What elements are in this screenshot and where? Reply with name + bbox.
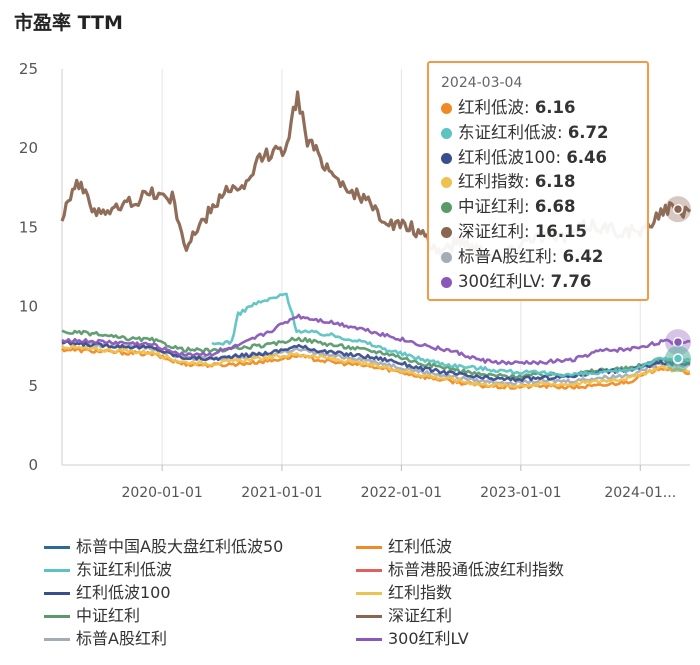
tooltip-series-value: 6.68 — [534, 197, 576, 217]
tooltip-date: 2024-03-04 — [441, 75, 523, 91]
tooltip-series-value: 7.76 — [550, 271, 592, 291]
tooltip-row: 标普A股红利: 6.42 — [441, 245, 647, 270]
x-tick-label: 2020-01-01 — [121, 485, 202, 501]
tooltip-series-name: 红利低波 — [458, 98, 524, 117]
hover-point — [672, 203, 684, 215]
legend-label: 标普A股红利 — [76, 629, 167, 648]
legend-swatch — [44, 569, 70, 572]
y-tick-label: 10 — [19, 298, 38, 316]
y-tick-label: 5 — [28, 377, 38, 395]
x-tick-label: 2022-01-01 — [361, 485, 442, 501]
legend-swatch — [356, 546, 382, 549]
x-tick-label: 2023-01-01 — [480, 485, 561, 501]
legend-swatch — [356, 592, 382, 595]
x-tick-label: 2021-01-01 — [241, 485, 322, 501]
hover-point — [672, 353, 684, 364]
legend-item[interactable]: 红利低波 — [356, 533, 452, 557]
series-line — [211, 292, 691, 378]
series-dot-icon — [441, 127, 452, 139]
legend-label: 东证红利低波 — [76, 560, 173, 579]
legend-swatch — [44, 638, 70, 641]
legend-label: 标普港股通低波红利指数 — [388, 560, 565, 579]
tooltip-series-name: 300红利LV — [458, 271, 540, 291]
legend-item[interactable]: 标普中国A股大盘红利低波50 — [44, 533, 283, 557]
legend-item[interactable]: 东证红利低波 — [44, 556, 172, 580]
tooltip-series-value: 6.16 — [534, 98, 576, 117]
tooltip-series-name: 东证红利低波 — [458, 122, 557, 142]
legend-item[interactable]: 300红利LV — [356, 625, 469, 649]
tooltip-series-value: 6.72 — [567, 122, 609, 142]
tooltip-series-name: 中证红利 — [458, 197, 524, 217]
legend-item[interactable]: 中证红利 — [44, 602, 140, 626]
legend-item[interactable]: 红利指数 — [356, 579, 452, 603]
tooltip-row: 中证红利: 6.68 — [441, 195, 647, 220]
tooltip-row: 300红利LV: 7.76 — [441, 270, 647, 295]
legend-swatch — [44, 592, 70, 595]
tooltip-row: 红利低波100: 6.46 — [441, 146, 647, 171]
tooltip-row: 深证红利: 16.15 — [441, 220, 647, 245]
tooltip-series-name: 红利指数 — [458, 172, 524, 192]
series-line — [61, 313, 691, 366]
y-tick-label: 15 — [19, 218, 38, 236]
series-dot-icon — [441, 276, 452, 288]
series-dot-icon — [441, 103, 452, 114]
chart-title: 市盈率 TTM — [14, 12, 123, 34]
tooltip-series-value: 16.15 — [534, 221, 588, 241]
y-tick-label: 20 — [19, 139, 38, 157]
tooltip-row: 红利低波: 6.16 — [441, 96, 647, 121]
y-tick-label: 0 — [28, 456, 38, 474]
tooltip-row: 东证红利低波: 6.72 — [441, 121, 647, 146]
legend-label: 标普中国A股大盘红利低波50 — [76, 537, 284, 556]
series-dot-icon — [441, 251, 452, 263]
legend-label: 中证红利 — [76, 606, 141, 625]
tooltip-series-value: 6.46 — [566, 147, 608, 167]
legend-item[interactable]: 标普港股通低波红利指数 — [356, 556, 564, 580]
legend-item[interactable]: 红利低波100 — [44, 579, 171, 603]
y-tick-label: 25 — [19, 60, 38, 78]
legend-label: 红利指数 — [388, 583, 453, 602]
legend-label: 红利低波 — [388, 537, 453, 556]
series-dot-icon — [441, 202, 452, 214]
legend-item[interactable]: 深证红利 — [356, 602, 452, 626]
legend-swatch — [44, 546, 70, 549]
series-lines — [60, 90, 692, 390]
series-dot-icon — [441, 226, 452, 238]
tooltip-series-value: 6.18 — [534, 172, 576, 192]
legend-label: 300红利LV — [388, 629, 469, 648]
tooltip-series-name: 红利低波100 — [458, 147, 556, 167]
legend-item[interactable]: 标普A股红利 — [44, 625, 167, 649]
tooltip-series-value: 6.42 — [562, 246, 604, 266]
series-dot-icon — [441, 177, 452, 189]
hover-point — [672, 336, 684, 348]
legend-label: 深证红利 — [388, 606, 453, 625]
tooltip-series-name: 深证红利 — [458, 221, 524, 241]
axes: 0 5 10 15 20 25 2020-01-01 2021-01-01 2022-01-01… — [19, 60, 690, 501]
series-dot-icon — [441, 152, 452, 164]
hover-markers — [665, 196, 691, 373]
tooltip-row: 红利指数: 6.18 — [441, 170, 647, 195]
legend-swatch — [356, 615, 382, 618]
legend-swatch — [356, 569, 382, 572]
series-line — [61, 340, 691, 382]
legend-label: 红利低波100 — [76, 583, 171, 602]
legend-swatch — [44, 615, 70, 618]
tooltip-series-name: 标普A股红利 — [458, 246, 552, 266]
legend-swatch — [356, 638, 382, 641]
x-tick-label: 2024-01... — [604, 485, 676, 501]
series-line — [61, 344, 691, 389]
tooltip: 2024-03-04 红利低波: 6.16 东证红利低波: 6.72 红利低波100… — [427, 61, 649, 301]
